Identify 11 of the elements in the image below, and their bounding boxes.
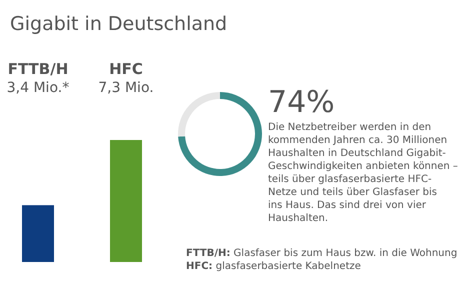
- data-label: 3,4 Mio.*: [6, 80, 70, 96]
- x-tick-label: HFC: [109, 60, 143, 78]
- data-label: 74%: [268, 85, 335, 120]
- x-tick-label: FTTB/H: [8, 60, 68, 78]
- text: HFC: glasfaserbasierte Kabelnetze: [186, 261, 361, 272]
- chart-title: Gigabit in Deutschland: [10, 13, 228, 35]
- data-label: 7,3 Mio.: [98, 80, 154, 96]
- text: Die Netzbetreiber werden in den kommenden Jahren ca. 30 Millionen Haushalten in Deutschland Gigabit-Geschwindigkeiten anbieten können – teils über glasfaserbasierte HFC-Netze und teils über Glasfaser bis ins Haus. Das sind drei von vier Haushalten.: [268, 122, 458, 224]
- donut-slice: [178, 92, 220, 137]
- donut-slice: [178, 92, 262, 176]
- text: FTTB/H: Glasfaser bis zum Haus bzw. in die Wohnung: [186, 248, 458, 259]
